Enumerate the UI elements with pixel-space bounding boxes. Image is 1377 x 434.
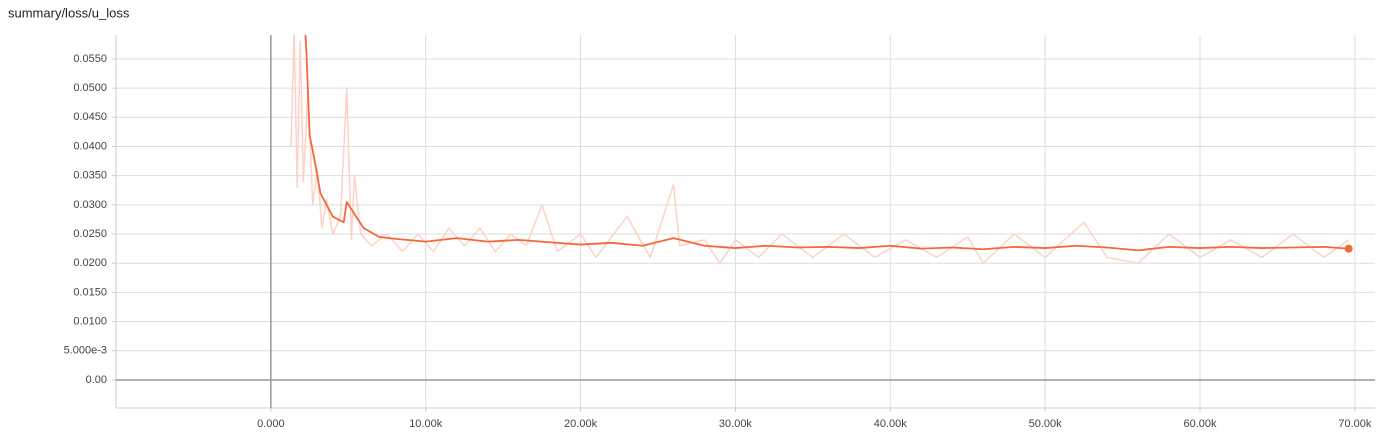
- y-tick-label: 0.0200: [73, 257, 107, 269]
- y-tick-label: 0.0150: [73, 286, 107, 298]
- grid: [112, 35, 1375, 412]
- x-tick-label: 70.00k: [1338, 418, 1372, 430]
- x-tick-label: 40.00k: [874, 418, 908, 430]
- smoothed-line: [304, 35, 1349, 252]
- raw-line: [290, 35, 1350, 264]
- end-point: [1344, 244, 1353, 253]
- y-tick-label: 0.0250: [73, 228, 107, 240]
- y-tick-label: 0.0400: [73, 140, 107, 152]
- y-tick-label: 0.0100: [73, 316, 107, 328]
- x-tick-label: 50.00k: [1029, 418, 1063, 430]
- y-tick-label: 0.00: [86, 374, 107, 386]
- x-tick-label: 10.00k: [409, 418, 443, 430]
- x-tick-label: 30.00k: [719, 418, 753, 430]
- y-tick-label: 0.0350: [73, 170, 107, 182]
- y-tick-label: 0.0500: [73, 82, 107, 94]
- x-tick-label: 60.00k: [1183, 418, 1217, 430]
- plot-area: [290, 35, 1353, 264]
- y-tick-label: 5.000e-3: [64, 345, 107, 357]
- y-tick-label: 0.0300: [73, 199, 107, 211]
- x-tick-label: 20.00k: [564, 418, 598, 430]
- chart-title: summary/loss/u_loss: [8, 5, 130, 20]
- x-tick-label: 0.000: [257, 418, 285, 430]
- y-tick-label: 0.0550: [73, 53, 107, 65]
- y-tick-label: 0.0450: [73, 111, 107, 123]
- tick-labels: 0.00 5.000e-3 0.0100 0.0150 0.0200 0.0250 0.03…: [64, 53, 1372, 430]
